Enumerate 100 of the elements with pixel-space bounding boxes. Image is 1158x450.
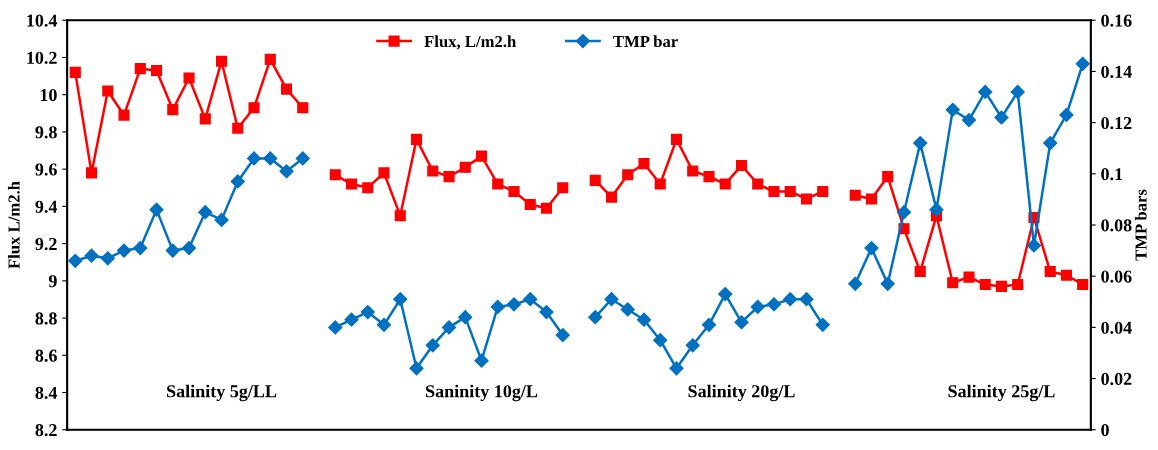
point	[279, 164, 294, 179]
point	[181, 240, 197, 256]
point	[800, 193, 813, 205]
point	[1060, 269, 1073, 281]
point	[280, 83, 293, 95]
point	[425, 338, 440, 353]
y2-tick-label: 0.04	[1101, 321, 1132, 334]
point	[1044, 265, 1056, 278]
point	[475, 150, 488, 162]
point	[865, 193, 878, 205]
point	[232, 122, 244, 134]
point	[69, 66, 81, 78]
point	[297, 102, 309, 114]
point	[718, 287, 733, 302]
point	[653, 333, 668, 348]
point	[768, 185, 780, 198]
annotation: Salinity 5g/LL	[167, 384, 277, 402]
point	[654, 178, 666, 190]
point	[68, 253, 83, 268]
point	[979, 279, 991, 291]
point	[670, 133, 683, 145]
point	[490, 299, 505, 314]
point	[947, 277, 959, 289]
point	[345, 178, 358, 190]
point	[719, 178, 731, 190]
y-tick-label: 8.2	[35, 424, 57, 437]
point	[102, 85, 114, 97]
point	[474, 353, 489, 368]
point	[815, 317, 830, 332]
point	[701, 317, 717, 332]
point	[604, 292, 619, 307]
point	[246, 151, 262, 166]
point	[376, 317, 392, 332]
point	[685, 338, 700, 353]
y-tick-label: 10	[40, 88, 57, 102]
point	[817, 185, 829, 198]
point	[85, 167, 98, 179]
point	[214, 212, 229, 227]
point	[362, 182, 374, 194]
point	[199, 113, 211, 125]
point	[555, 327, 570, 343]
y2-tick-label: 0.02	[1101, 372, 1132, 386]
point	[149, 202, 164, 217]
point	[994, 110, 1009, 125]
point	[961, 112, 977, 128]
point	[914, 265, 926, 278]
point	[799, 292, 814, 307]
point	[750, 299, 765, 314]
point	[978, 84, 993, 99]
point	[783, 292, 798, 307]
point	[896, 205, 912, 220]
point	[1077, 279, 1089, 291]
point	[588, 310, 603, 325]
point	[134, 63, 146, 75]
point	[508, 185, 520, 198]
point	[1043, 136, 1058, 151]
y-tick-label: 8.8	[35, 312, 57, 325]
point	[703, 171, 715, 183]
point	[1059, 107, 1074, 123]
point	[506, 297, 522, 312]
y-tick-label: 9.8	[35, 126, 57, 139]
point	[620, 302, 635, 317]
point	[263, 151, 278, 166]
point	[378, 167, 390, 179]
point	[409, 361, 424, 376]
point	[945, 102, 960, 117]
point	[929, 202, 944, 217]
point	[784, 185, 796, 198]
point	[295, 151, 310, 166]
point	[459, 161, 471, 173]
point	[752, 178, 764, 190]
annotation: Salinity 20g/L	[688, 384, 795, 402]
point	[344, 312, 359, 327]
point	[766, 297, 782, 312]
point	[427, 165, 439, 177]
y-tick-label: 9.4	[35, 200, 58, 213]
point	[133, 240, 148, 256]
y-tick-label: 9	[48, 275, 57, 288]
point	[734, 315, 749, 330]
point	[230, 174, 245, 189]
y-tick-label: 9.2	[35, 237, 57, 251]
y-tick-label: 8.6	[35, 349, 57, 362]
point	[589, 174, 601, 186]
point	[150, 64, 163, 77]
y2-tick-label: 0	[1101, 424, 1109, 437]
y2-tick-label: 0.08	[1101, 219, 1132, 232]
point	[264, 53, 276, 65]
point	[492, 178, 504, 190]
point	[848, 276, 863, 291]
point	[443, 171, 455, 183]
point	[557, 182, 569, 194]
point	[393, 292, 408, 307]
point	[524, 198, 536, 211]
point	[963, 271, 975, 283]
y-tick-label: 9.6	[35, 163, 57, 176]
point	[116, 243, 132, 258]
y2-tick-label: 0.12	[1101, 116, 1132, 130]
y-tick-label: 10.4	[27, 14, 58, 27]
point	[913, 136, 928, 151]
point	[118, 109, 130, 121]
